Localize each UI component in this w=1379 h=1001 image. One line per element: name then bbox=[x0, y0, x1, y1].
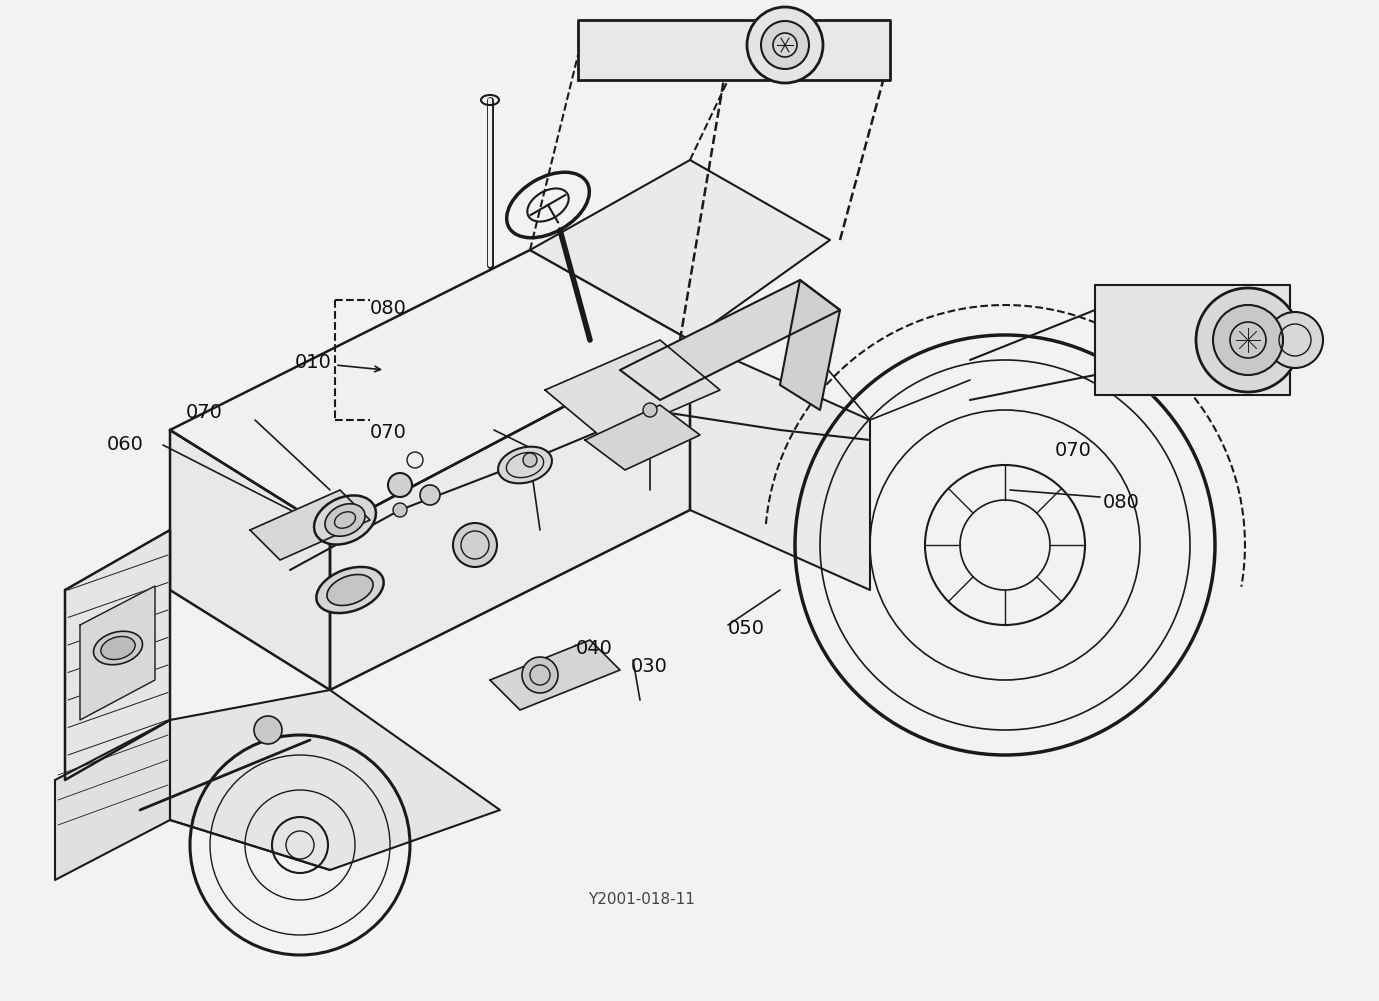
Ellipse shape bbox=[325, 504, 365, 537]
Ellipse shape bbox=[314, 495, 376, 545]
Ellipse shape bbox=[94, 632, 142, 665]
Text: 060: 060 bbox=[108, 435, 143, 454]
Polygon shape bbox=[545, 340, 720, 440]
Polygon shape bbox=[490, 640, 621, 710]
Ellipse shape bbox=[327, 575, 374, 606]
Text: Y2001-018-11: Y2001-018-11 bbox=[589, 893, 695, 908]
Polygon shape bbox=[170, 250, 690, 530]
Polygon shape bbox=[621, 280, 840, 400]
Circle shape bbox=[387, 473, 412, 497]
Polygon shape bbox=[690, 340, 870, 590]
Ellipse shape bbox=[498, 446, 552, 483]
Polygon shape bbox=[530, 160, 830, 340]
Circle shape bbox=[1267, 312, 1322, 368]
Polygon shape bbox=[55, 720, 170, 880]
Text: 030: 030 bbox=[632, 658, 667, 677]
Polygon shape bbox=[330, 340, 690, 690]
Circle shape bbox=[1214, 305, 1282, 375]
Text: 010: 010 bbox=[295, 352, 332, 371]
Text: 070: 070 bbox=[370, 423, 407, 442]
Text: 070: 070 bbox=[186, 403, 223, 422]
Polygon shape bbox=[1095, 285, 1289, 395]
Circle shape bbox=[523, 453, 536, 467]
Text: 080: 080 bbox=[370, 298, 407, 317]
Text: 070: 070 bbox=[1055, 440, 1092, 459]
Ellipse shape bbox=[101, 637, 135, 660]
Ellipse shape bbox=[316, 567, 383, 613]
Circle shape bbox=[523, 657, 558, 693]
Polygon shape bbox=[170, 690, 501, 870]
Text: 040: 040 bbox=[576, 639, 612, 658]
Circle shape bbox=[421, 485, 440, 505]
Circle shape bbox=[761, 21, 809, 69]
Polygon shape bbox=[80, 586, 154, 720]
Circle shape bbox=[643, 403, 656, 417]
Circle shape bbox=[747, 7, 823, 83]
Polygon shape bbox=[585, 405, 701, 470]
Polygon shape bbox=[578, 20, 889, 80]
Text: 050: 050 bbox=[728, 619, 765, 638]
Polygon shape bbox=[250, 490, 370, 560]
Polygon shape bbox=[781, 280, 840, 410]
Polygon shape bbox=[65, 530, 170, 780]
Circle shape bbox=[393, 503, 407, 517]
Polygon shape bbox=[170, 430, 330, 690]
Text: 080: 080 bbox=[1103, 493, 1140, 513]
Circle shape bbox=[254, 716, 281, 744]
Circle shape bbox=[1196, 288, 1300, 392]
Circle shape bbox=[452, 523, 496, 567]
